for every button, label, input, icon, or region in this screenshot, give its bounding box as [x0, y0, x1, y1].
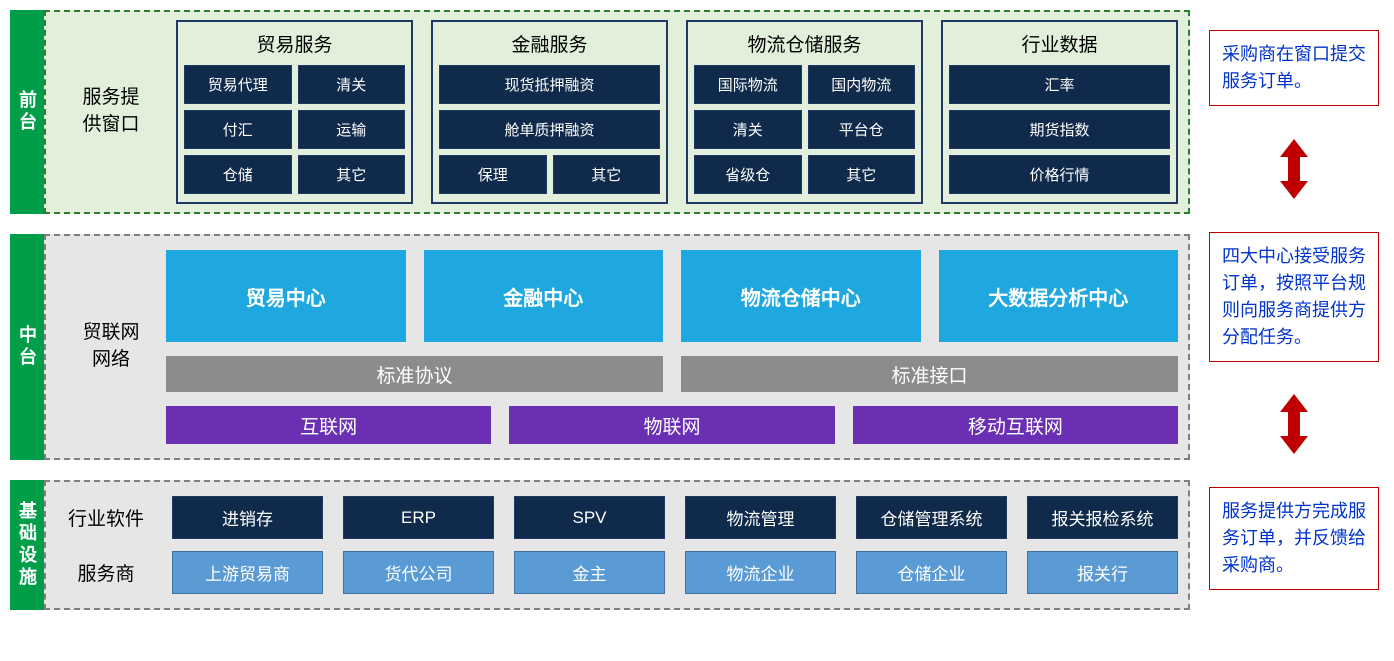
bottom-row: 服务商上游贸易商货代公司金主物流企业仓储企业报关行: [56, 551, 1178, 594]
front-label: 服务提 供窗口: [56, 20, 166, 204]
layer-front: 前台 服务提 供窗口 贸易服务贸易代理清关付汇运输仓储其它金融服务现货抵押融资舱…: [10, 10, 1190, 214]
bottom-row-label: 服务商: [56, 559, 156, 586]
bottom-item: 报关行: [1027, 551, 1178, 594]
centers-row: 贸易中心金融中心物流仓储中心大数据分析中心: [166, 250, 1178, 342]
service-group: 贸易服务贸易代理清关付汇运输仓储其它: [176, 20, 413, 204]
middle-tag: 中台: [10, 234, 44, 460]
service-item: 清关: [298, 65, 406, 104]
annotation-1: 采购商在窗口提交服务订单。: [1209, 30, 1379, 106]
bottom-row-label: 行业软件: [56, 504, 156, 531]
center-box: 物流仓储中心: [681, 250, 921, 342]
service-item: 其它: [298, 155, 406, 194]
annotations-column: 采购商在窗口提交服务订单。 四大中心接受服务订单，按照平台规则向服务商提供方分配…: [1204, 10, 1384, 610]
bottom-item: 物流企业: [685, 551, 836, 594]
bottom-tag: 基础设施: [10, 480, 44, 610]
service-item: 国际物流: [694, 65, 802, 104]
middle-body: 贸联网 网络 贸易中心金融中心物流仓储中心大数据分析中心 标准协议标准接口 互联…: [44, 234, 1190, 460]
bottom-item: 物流管理: [685, 496, 836, 539]
network-box: 物联网: [509, 406, 834, 444]
front-body: 服务提 供窗口 贸易服务贸易代理清关付汇运输仓储其它金融服务现货抵押融资舱单质押…: [44, 10, 1190, 214]
bottom-item: 报关报检系统: [1027, 496, 1178, 539]
bottom-item: ERP: [343, 496, 494, 539]
annotation-3: 服务提供方完成服务订单，并反馈给采购商。: [1209, 487, 1379, 590]
service-item: 保理: [439, 155, 547, 194]
service-item: 平台仓: [808, 110, 916, 149]
standards-row: 标准协议标准接口: [166, 356, 1178, 392]
bottom-body: 行业软件进销存 ERP SPV 物流管理仓储管理系统报关报检系统服务商上游贸易商货代公…: [44, 480, 1190, 610]
service-group-title: 行业数据: [943, 22, 1176, 65]
service-group-title: 物流仓储服务: [688, 22, 921, 65]
service-group: 行业数据汇率期货指数价格行情: [941, 20, 1178, 204]
layers-column: 前台 服务提 供窗口 贸易服务贸易代理清关付汇运输仓储其它金融服务现货抵押融资舱…: [10, 10, 1190, 610]
service-item: 仓储: [184, 155, 292, 194]
service-group-title: 贸易服务: [178, 22, 411, 65]
center-box: 金融中心: [424, 250, 664, 342]
service-group: 物流仓储服务国际物流国内物流清关平台仓省级仓其它: [686, 20, 923, 204]
bottom-item: 金主: [514, 551, 665, 594]
service-item: 贸易代理: [184, 65, 292, 104]
layer-middle: 中台 贸联网 网络 贸易中心金融中心物流仓储中心大数据分析中心 标准协议标准接口…: [10, 234, 1190, 460]
service-item: 省级仓: [694, 155, 802, 194]
middle-label: 贸联网 网络: [56, 250, 166, 444]
network-box: 移动互联网: [853, 406, 1178, 444]
front-tag: 前台: [10, 10, 44, 214]
layer-bottom: 基础设施 行业软件进销存 ERP SPV 物流管理仓储管理系统报关报检系统服务商上游贸…: [10, 480, 1190, 610]
annotation-2: 四大中心接受服务订单，按照平台规则向服务商提供方分配任务。: [1209, 232, 1379, 362]
service-group: 金融服务现货抵押融资舱单质押融资保理其它: [431, 20, 668, 204]
architecture-diagram: 前台 服务提 供窗口 贸易服务贸易代理清关付汇运输仓储其它金融服务现货抵押融资舱…: [10, 10, 1384, 610]
center-box: 大数据分析中心: [939, 250, 1179, 342]
service-item: 国内物流: [808, 65, 916, 104]
up-down-arrow-icon: [1280, 139, 1308, 199]
service-item: 其它: [808, 155, 916, 194]
service-item: 现货抵押融资: [439, 65, 660, 104]
center-box: 贸易中心: [166, 250, 406, 342]
service-item: 清关: [694, 110, 802, 149]
service-groups: 贸易服务贸易代理清关付汇运输仓储其它金融服务现货抵押融资舱单质押融资保理其它物流…: [176, 20, 1178, 204]
service-item: 舱单质押融资: [439, 110, 660, 149]
service-item: 其它: [553, 155, 661, 194]
bottom-item: 仓储管理系统: [856, 496, 1007, 539]
service-item: 付汇: [184, 110, 292, 149]
bottom-item: 上游贸易商: [172, 551, 323, 594]
service-item: 汇率: [949, 65, 1170, 104]
bottom-item: 货代公司: [343, 551, 494, 594]
up-down-arrow-icon: [1280, 394, 1308, 454]
bottom-row: 行业软件进销存 ERP SPV 物流管理仓储管理系统报关报检系统: [56, 496, 1178, 539]
bottom-item: 仓储企业: [856, 551, 1007, 594]
nets-row: 互联网物联网移动互联网: [166, 406, 1178, 444]
bottom-item: SPV: [514, 496, 665, 539]
service-group-title: 金融服务: [433, 22, 666, 65]
standard-box: 标准协议: [166, 356, 663, 392]
network-box: 互联网: [166, 406, 491, 444]
standard-box: 标准接口: [681, 356, 1178, 392]
service-item: 运输: [298, 110, 406, 149]
service-item: 价格行情: [949, 155, 1170, 194]
bottom-item: 进销存: [172, 496, 323, 539]
service-item: 期货指数: [949, 110, 1170, 149]
